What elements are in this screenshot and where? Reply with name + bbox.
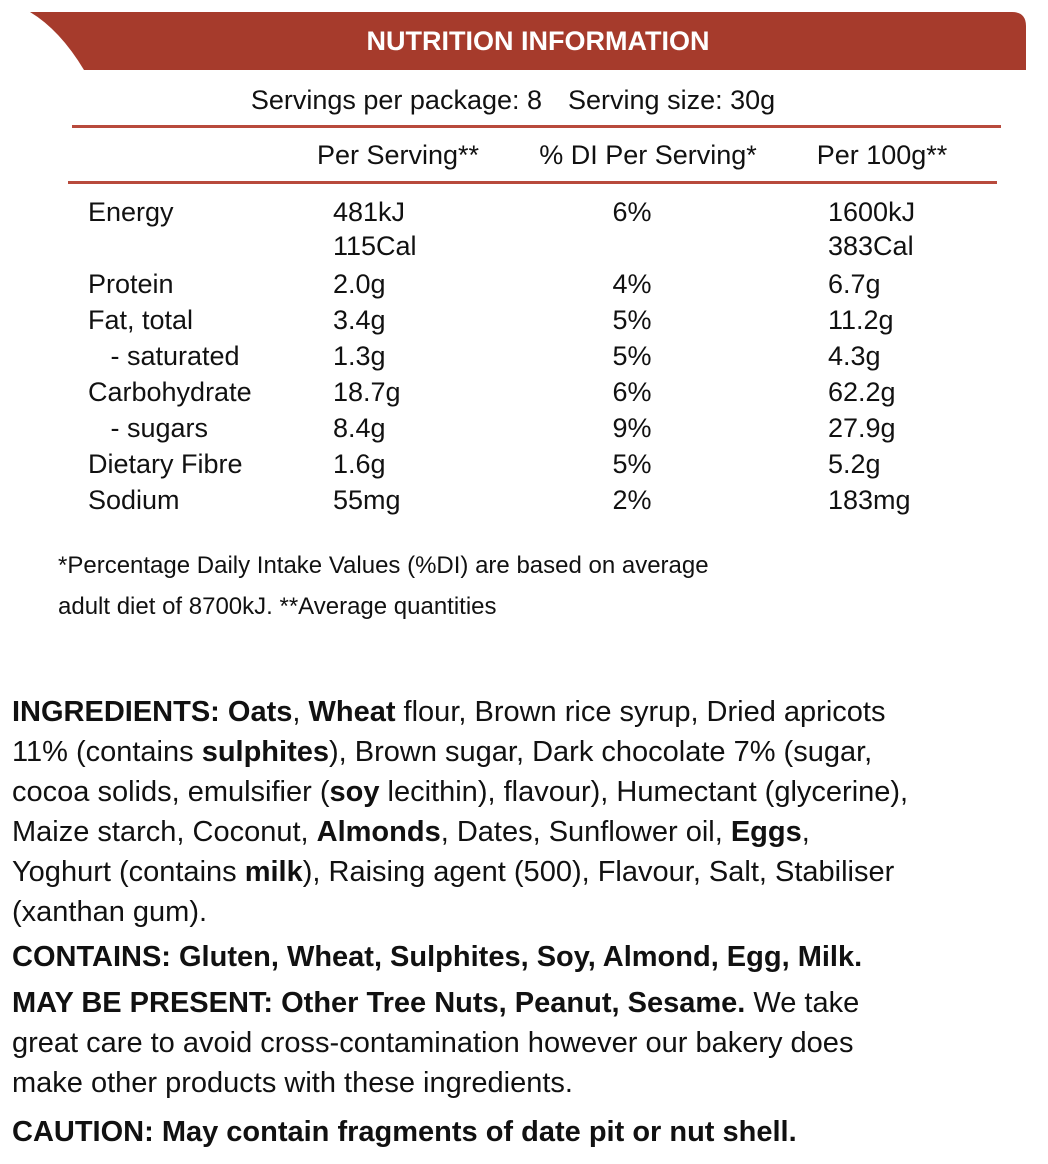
nutrient-value: 5.2g <box>828 449 881 479</box>
nutrient-value: 2% <box>612 485 652 515</box>
nutrient-value: 27.9g <box>828 413 896 443</box>
servings: Servings per package: 8 <box>250 85 543 115</box>
text-line: make other products with these ingredien… <box>12 1063 573 1103</box>
footnote: adult diet of 8700kJ. **Average quantiti… <box>58 593 497 620</box>
nutrient-value: 5% <box>612 341 652 371</box>
text: Yoghurt (contains <box>12 856 245 888</box>
nutrient-value: 55mg <box>333 485 401 515</box>
text: cocoa solids, emulsifier ( <box>12 776 330 808</box>
text-line: 11% (contains sulphites), Brown sugar, D… <box>12 732 872 772</box>
text: , <box>801 816 810 848</box>
bold-text: Eggs <box>730 816 802 848</box>
nutrient-name: Protein <box>88 269 174 299</box>
nutrient-value: 11.2g <box>828 305 894 335</box>
nutrient-name: Carbohydrate <box>88 377 252 407</box>
text: We take <box>745 987 860 1019</box>
nutrient-value: 4.3g <box>828 341 881 371</box>
column-header: % DI Per Serving* <box>539 140 757 170</box>
nutrient-value: 6.7g <box>828 269 881 299</box>
footnote: *Percentage Daily Intake Values (%DI) ar… <box>58 552 709 579</box>
text: , <box>292 696 309 728</box>
nutrient-value: 3.4g <box>333 305 386 335</box>
text-line: (xanthan gum). <box>12 892 207 932</box>
bold-text: soy <box>329 776 380 808</box>
nutrient-value: 383Cal <box>828 231 914 261</box>
text-line: INGREDIENTS: Oats, Wheat flour, Brown ri… <box>12 692 885 732</box>
nutrient-value: 18.7g <box>333 377 401 407</box>
banner-shape <box>30 12 1026 70</box>
bold-text: sulphites <box>201 736 329 768</box>
nutrient-value: 4% <box>612 269 652 299</box>
bold-text: milk <box>244 856 303 888</box>
text: Maize starch, Coconut, <box>12 816 317 848</box>
nutrient-value: 6% <box>612 197 652 227</box>
nutrient-value: 183mg <box>828 485 911 515</box>
text: (xanthan gum). <box>12 896 208 928</box>
servings-line: Servings per package: 8 Serving size: 30g <box>0 82 1026 118</box>
divider <box>72 125 1001 128</box>
nutrient-value: 1.6g <box>333 449 386 479</box>
title: NUTRITION INFORMATION <box>367 26 710 56</box>
bold-text: MAY BE PRESENT: Other Tree Nuts, Peanut,… <box>12 987 746 1019</box>
serving-size: Serving size: 30g <box>568 85 776 115</box>
bold-text: INGREDIENTS: Oats <box>12 696 293 728</box>
text: flour, Brown rice syrup, Dried apricots <box>395 696 886 728</box>
text-line: cocoa solids, emulsifier (soy lecithin),… <box>12 772 908 812</box>
text: lecithin), flavour), Humectant (glycerin… <box>379 776 909 808</box>
nutrient-value: 115Cal <box>333 231 417 261</box>
text: ), Raising agent (500), Flavour, Salt, S… <box>302 856 895 888</box>
header-banner: NUTRITION INFORMATION <box>30 12 1026 70</box>
bold-text: Wheat <box>308 696 396 728</box>
text-line: Yoghurt (contains milk), Raising agent (… <box>12 852 894 892</box>
bold-text: CAUTION: May contain fragments of date p… <box>12 1116 797 1148</box>
nutrient-value: 1600kJ <box>828 197 916 227</box>
nutrient-name: Sodium <box>88 485 180 515</box>
column-header: Per Serving** <box>316 140 480 170</box>
nutrient-value: 1.3g <box>333 341 386 371</box>
bold-text: Almonds <box>316 816 441 848</box>
text-line: CAUTION: May contain fragments of date p… <box>12 1112 797 1152</box>
nutrient-value: 9% <box>612 413 652 443</box>
text: make other products with these ingredien… <box>12 1067 573 1099</box>
text: great care to avoid cross-contamination … <box>12 1027 854 1059</box>
text: , Dates, Sunflower oil, <box>440 816 731 848</box>
text-line: MAY BE PRESENT: Other Tree Nuts, Peanut,… <box>12 983 859 1023</box>
nutrient-value: 5% <box>612 449 652 479</box>
text-line: great care to avoid cross-contamination … <box>12 1023 853 1063</box>
nutrient-name: Energy <box>88 197 174 227</box>
text-line: Maize starch, Coconut, Almonds, Dates, S… <box>12 812 810 852</box>
divider <box>68 181 997 184</box>
bold-text: CONTAINS: Gluten, Wheat, Sulphites, Soy,… <box>12 941 863 973</box>
nutrient-value: 2.0g <box>333 269 386 299</box>
text: ), Brown sugar, Dark chocolate 7% (sugar… <box>329 736 873 768</box>
nutrient-name: - saturated <box>88 341 240 371</box>
nutrient-name: Dietary Fibre <box>88 449 243 479</box>
nutrient-name: Fat, total <box>88 305 194 335</box>
nutrient-value: 8.4g <box>333 413 386 443</box>
nutrient-value: 62.2g <box>828 377 896 407</box>
nutrient-value: 481kJ <box>333 197 406 227</box>
column-header: Per 100g** <box>816 140 948 170</box>
nutrient-name: - sugars <box>88 413 209 443</box>
text: 11% (contains <box>12 736 202 768</box>
text-line: CONTAINS: Gluten, Wheat, Sulphites, Soy,… <box>12 937 862 977</box>
nutrient-value: 5% <box>612 305 652 335</box>
nutrient-value: 6% <box>612 377 652 407</box>
